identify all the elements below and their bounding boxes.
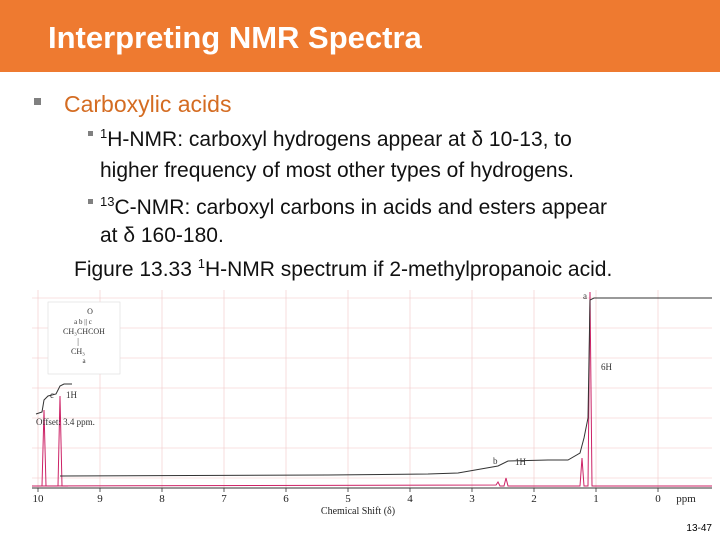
- bullet-marker: [34, 98, 41, 105]
- structure-box: O a b || c CH₃CHCOH | CH₃ a: [47, 301, 121, 375]
- tick-label: 3: [469, 493, 475, 505]
- structure-formula: CH₃CHCOH: [63, 327, 105, 336]
- tick-label: 0: [655, 493, 661, 505]
- figure-caption: Figure 13.33 1H-NMR spectrum if 2-methyl…: [74, 256, 613, 282]
- offset-integration-curve: [35, 383, 72, 415]
- tick-label: 8: [159, 493, 165, 505]
- structure-label-a: a: [82, 357, 86, 365]
- slide-title: Interpreting NMR Spectra: [48, 20, 422, 55]
- tick-label: 1: [593, 493, 599, 505]
- ppm-unit-label: ppm: [676, 493, 696, 505]
- nmr-spectrum-figure: 10 9 8 7 6 5 4 3 2 1 0 ppm Chemical Shif…: [28, 288, 716, 520]
- tick-label: 7: [221, 493, 227, 505]
- sub-bullet-2-text: C-NMR: carboxyl carbons in acids and est…: [114, 196, 608, 219]
- slide-number: 13-47: [686, 523, 712, 534]
- sub-bullet-1-line-1: 1H-NMR: carboxyl hydrogens appear at δ 1…: [100, 126, 572, 152]
- caption-prefix: Figure 13.33: [74, 258, 198, 281]
- sub-bullet-marker: [88, 131, 93, 136]
- bullet-carboxylic-acids: Carboxylic acids: [64, 91, 232, 117]
- sub-bullet-marker: [88, 199, 93, 204]
- peak-label-b: b: [493, 456, 498, 466]
- caption-text: H-NMR spectrum if 2-methylpropanoic acid…: [204, 258, 613, 281]
- structure-bond: |: [77, 337, 79, 346]
- superscript: 13: [100, 194, 115, 209]
- superscript: 1: [100, 126, 108, 141]
- x-axis-ticks: [37, 488, 659, 492]
- tick-label: 4: [407, 493, 413, 505]
- peak-label-1h-b: 1H: [515, 457, 527, 467]
- structure-letters: a b || c: [74, 318, 92, 326]
- offset-note: Offset: 3.4 ppm.: [36, 417, 95, 427]
- tick-label: 2: [531, 493, 537, 505]
- grid: [32, 290, 712, 488]
- peak-label-1h-c: 1H: [66, 390, 78, 400]
- tick-label: 10: [33, 493, 45, 505]
- sub-bullet-2-line-2: at δ 160-180.: [100, 224, 224, 247]
- peak-label-c: c: [50, 390, 54, 400]
- structure-methyl: CH₃: [71, 347, 85, 356]
- sub-bullet-1-text: H-NMR: carboxyl hydrogens appear at δ 10…: [107, 128, 572, 151]
- superscript: 1: [197, 256, 205, 271]
- spectrum-trace: [31, 291, 712, 487]
- peak-label-a: a: [583, 291, 587, 301]
- tick-label: 6: [283, 493, 289, 505]
- structure-oxygen: O: [87, 307, 93, 316]
- x-axis-title: Chemical Shift (δ): [321, 506, 395, 517]
- peak-label-6h: 6H: [601, 362, 613, 372]
- sub-bullet-2-line-1: 13C-NMR: carboxyl carbons in acids and e…: [100, 194, 608, 220]
- offset-inset-trace: [32, 395, 68, 487]
- integration-curve: [59, 297, 712, 477]
- spectrum-background: [28, 288, 716, 520]
- title-bar: Interpreting NMR Spectra: [0, 0, 720, 72]
- sub-bullet-1-line-2: higher frequency of most other types of …: [100, 159, 574, 182]
- tick-label: 5: [345, 493, 351, 505]
- tick-label: 9: [97, 493, 103, 505]
